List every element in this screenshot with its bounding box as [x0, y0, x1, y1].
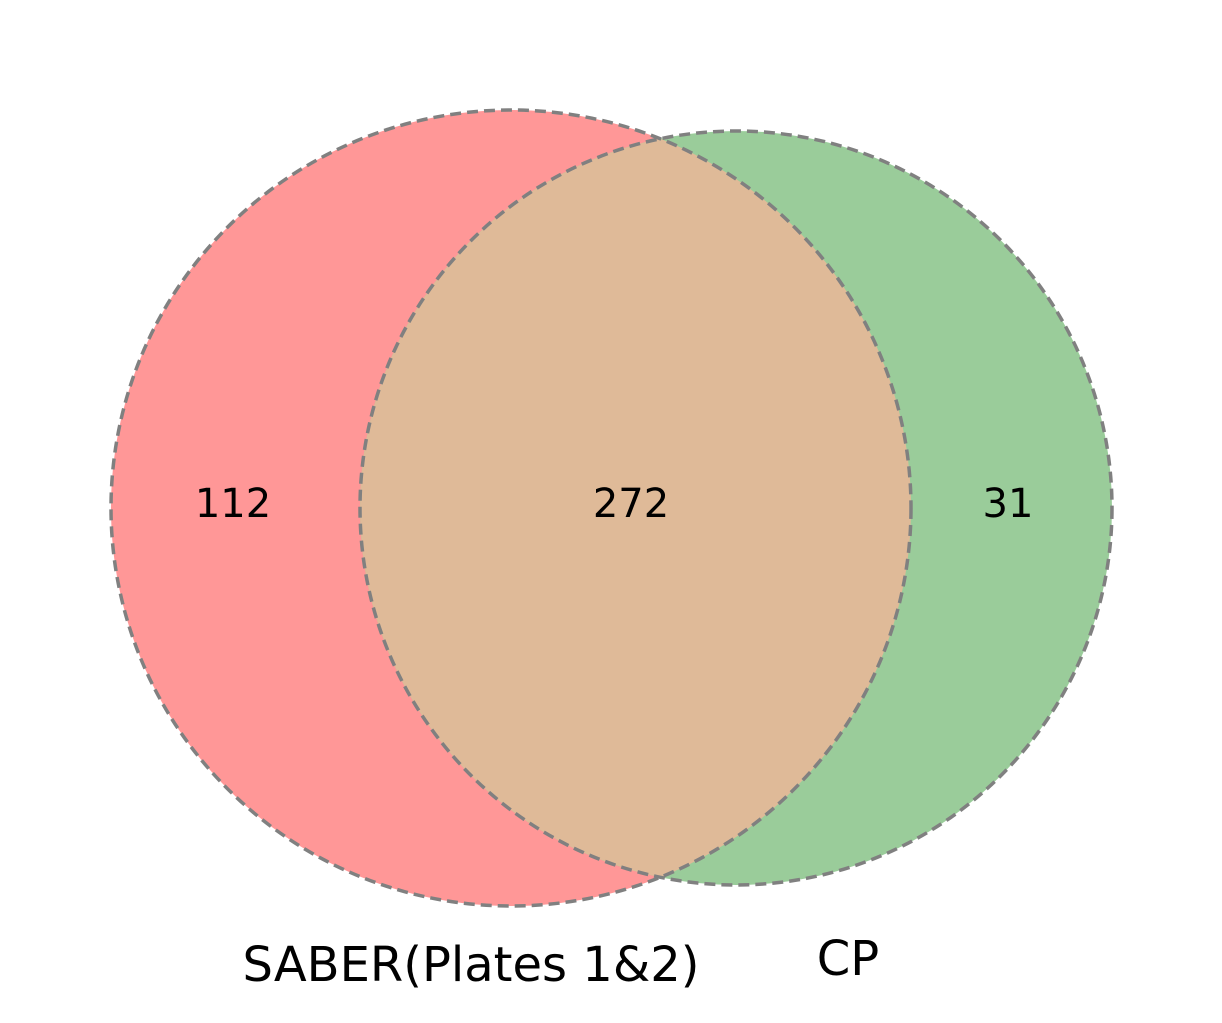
intersection-count: 272: [593, 481, 669, 527]
set-cp-label: CP: [817, 931, 879, 987]
set-saber-label: SABER(Plates 1&2): [242, 937, 699, 993]
right-only-count: 31: [983, 481, 1034, 527]
intersection-region: [360, 131, 911, 885]
set-saber-outline: [109, 108, 913, 908]
left-only-count: 112: [195, 481, 271, 527]
set-cp-outline: [358, 129, 1114, 887]
